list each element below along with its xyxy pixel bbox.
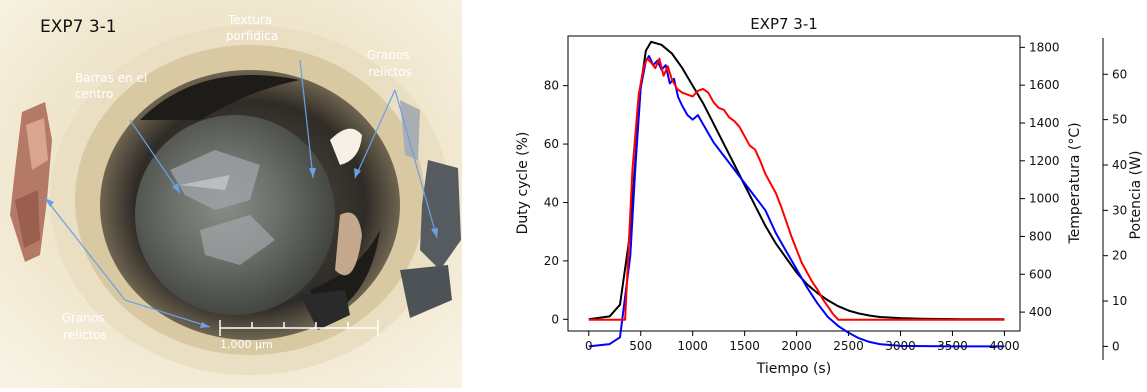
label-textura-line2: porfídica — [226, 29, 278, 43]
y-axis-left: 0 20 40 60 80 — [544, 79, 568, 326]
annotation-arrows — [44, 59, 438, 328]
y-right-tick-label: 600 — [1029, 267, 1052, 281]
y-right-tick-label: 800 — [1029, 229, 1052, 243]
y-tick-label: 40 — [544, 195, 559, 209]
temperature-line — [588, 57, 1005, 321]
x-axis-label: Tiempo (s) — [756, 361, 831, 377]
scale-bar — [219, 320, 379, 336]
x-tick-label: 0 — [585, 339, 593, 353]
y-right-tick-label: 400 — [1029, 305, 1052, 319]
chart: EXP7 3-1 0 500 1000 1500 2000 2500 3000 3500 400… — [515, 15, 1144, 377]
y-right2-tick-label: 60 — [1112, 67, 1127, 81]
x-axis: 0 500 1000 1500 2000 2500 3000 3500 4000 — [585, 331, 1020, 353]
label-textura: Textura porfídica — [226, 13, 278, 43]
y-tick-label: 0 — [551, 312, 559, 326]
x-tick-label: 500 — [629, 339, 652, 353]
chart-title: EXP7 3-1 — [750, 15, 818, 33]
micrograph-title: EXP7 3-1 — [40, 17, 117, 37]
x-tick-label: 1500 — [729, 339, 760, 353]
duty-cycle-line — [588, 40, 1005, 321]
y-tick-label: 80 — [544, 79, 559, 93]
y-right-tick-label: 1800 — [1029, 40, 1060, 54]
y-axis-label: Duty cycle (%) — [515, 132, 531, 235]
molten-bead — [135, 115, 335, 315]
y-right-tick-label: 1000 — [1029, 192, 1060, 206]
plot-frame — [567, 35, 1021, 332]
label-granos-bottom: Granos relictos — [62, 311, 109, 342]
y-right2-axis-label: Potencia (W) — [1128, 151, 1144, 240]
y-right-tick-label: 1200 — [1029, 154, 1060, 168]
y-right-tick-label: 1600 — [1029, 78, 1060, 92]
y-right2-tick-label: 0 — [1112, 339, 1120, 353]
relict-grain-right — [420, 160, 461, 270]
y-right-tick-label: 1400 — [1029, 116, 1060, 130]
y-right2-tick-label: 20 — [1112, 249, 1127, 263]
x-tick-label: 4000 — [989, 339, 1020, 353]
y-tick-label: 20 — [544, 254, 559, 268]
series-group — [588, 40, 1005, 348]
x-tick-label: 2000 — [781, 339, 812, 353]
y-tick-label: 60 — [544, 137, 559, 151]
label-barras: Barras en el centro — [75, 71, 151, 101]
power-line — [588, 55, 1005, 348]
y-right2-tick-label: 50 — [1112, 113, 1127, 127]
micrograph-panel: EXP7 3-1 Textura porfídica Barras en el … — [0, 0, 462, 388]
label-textura-line1: Textura — [227, 13, 272, 27]
x-tick-label: 2500 — [833, 339, 864, 353]
plot-area — [567, 35, 1021, 332]
scale-bar-label: 1,000 μm — [220, 338, 273, 351]
label-granos-top: Granos relictos — [367, 48, 414, 79]
micrograph-image: EXP7 3-1 Textura porfídica Barras en el … — [0, 0, 462, 388]
x-tick-label: 3500 — [937, 339, 968, 353]
y-axis-right: 400 600 800 1000 1200 1400 1600 1800 — [1020, 40, 1060, 319]
y-right2-tick-label: 40 — [1112, 158, 1127, 172]
y-axis-right2: 0 10 20 30 40 50 60 — [1102, 38, 1127, 360]
x-tick-label: 3000 — [885, 339, 916, 353]
y-right2-tick-label: 10 — [1112, 294, 1127, 308]
chart-panel: EXP7 3-1 0 500 1000 1500 2000 2500 3000 3500 400… — [470, 0, 1147, 388]
y-right-axis-label: Temperatura (°C) — [1067, 122, 1083, 244]
y-right2-tick-label: 30 — [1112, 203, 1127, 217]
x-tick-label: 1000 — [677, 339, 708, 353]
